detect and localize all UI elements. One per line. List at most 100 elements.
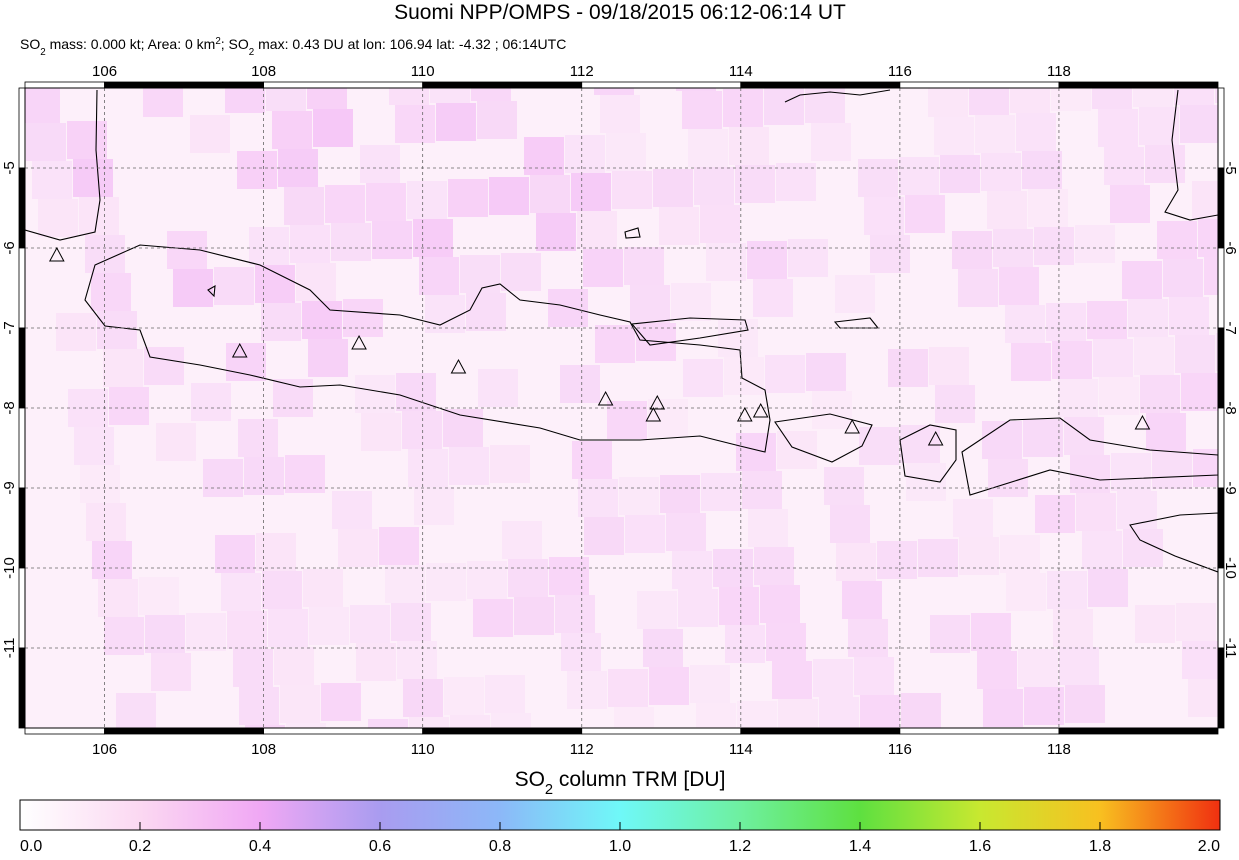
colorbar-tick-label: 0.8 xyxy=(489,838,511,855)
so2-tile xyxy=(595,325,635,363)
so2-tile xyxy=(1122,261,1162,299)
so2-tile xyxy=(836,543,876,581)
so2-tile xyxy=(788,239,828,277)
coastline xyxy=(774,413,873,463)
so2-tile xyxy=(805,88,845,123)
so2-tile xyxy=(477,101,517,139)
so2-tile xyxy=(249,227,289,265)
so2-tile xyxy=(425,295,465,333)
frame-bar xyxy=(18,647,26,729)
so2-tile xyxy=(56,313,96,351)
so2-tile xyxy=(226,343,266,381)
so2-tile xyxy=(489,177,529,215)
so2-tile xyxy=(85,235,125,273)
so2-tile xyxy=(571,173,611,211)
frame-bar xyxy=(740,727,901,735)
so2-tile xyxy=(80,465,120,503)
so2-tile xyxy=(473,599,513,637)
so2-tile xyxy=(402,411,442,449)
so2-tile xyxy=(700,205,740,243)
so2-tile xyxy=(191,383,231,421)
so2-tile xyxy=(735,165,775,203)
so2-tile xyxy=(502,521,542,559)
y-tick-label: -9 xyxy=(1222,481,1239,494)
x-tick-label: 118 xyxy=(1047,741,1071,758)
colorbar-tick-label: 1.0 xyxy=(609,838,631,855)
so2-tile xyxy=(290,225,330,263)
y-tick-label: -9 xyxy=(1,481,18,494)
so2-tile xyxy=(1052,341,1092,379)
so2-tile xyxy=(987,191,1027,229)
volcano-marker xyxy=(927,430,944,446)
so2-tile xyxy=(799,47,839,85)
so2-tile xyxy=(671,283,711,321)
so2-tile xyxy=(1047,571,1087,609)
so2-tile xyxy=(426,563,466,601)
subscript: 2 xyxy=(545,782,553,798)
colorbar-tick-label: 0.4 xyxy=(249,838,271,855)
so2-tile xyxy=(397,641,437,679)
so2-tile xyxy=(368,719,408,728)
so2-tile xyxy=(1028,189,1068,227)
y-tick-label: -5 xyxy=(1,161,18,174)
so2-tile xyxy=(67,121,107,159)
colorbar-tick-label: 1.2 xyxy=(729,838,751,855)
x-tick-label: 114 xyxy=(729,741,753,758)
frame-bar xyxy=(18,247,26,329)
map-border xyxy=(24,87,1219,729)
volcano-marker xyxy=(736,406,753,422)
so2-tile xyxy=(548,289,588,327)
so2-tile xyxy=(1088,569,1128,607)
so2-tile xyxy=(594,88,634,95)
so2-tile xyxy=(1133,88,1173,107)
so2-tile xyxy=(1006,573,1046,611)
so2-tiles xyxy=(25,47,1218,728)
so2-tile xyxy=(723,89,763,127)
y-tick-label: -8 xyxy=(1,401,18,414)
frame-bar xyxy=(18,567,26,649)
x-tick-label: 108 xyxy=(251,741,276,758)
so2-tile xyxy=(1092,88,1132,109)
so2-tile xyxy=(356,643,396,681)
so2-tile xyxy=(1139,107,1179,145)
so2-tile xyxy=(672,551,712,589)
colorbar-tick-label: 1.6 xyxy=(969,838,991,855)
so2-tile xyxy=(491,713,531,728)
so2-tile xyxy=(273,379,313,417)
so2-tile xyxy=(1051,88,1091,111)
so2-tile xyxy=(848,619,888,657)
so2-tile xyxy=(73,159,113,197)
so2-tile xyxy=(448,179,488,217)
text-part: SO xyxy=(20,36,40,52)
frame-bar xyxy=(1058,727,1219,735)
so2-tile xyxy=(772,661,812,699)
so2-tile xyxy=(444,677,484,715)
so2-tile xyxy=(272,111,312,149)
so2-tile xyxy=(1182,641,1218,679)
frame-bar xyxy=(18,167,26,249)
so2-tile xyxy=(385,565,425,603)
so2-tile xyxy=(952,231,992,269)
so2-tile xyxy=(1192,181,1218,219)
so2-tile xyxy=(86,503,126,541)
so2-tile xyxy=(1093,339,1133,377)
so2-tile xyxy=(928,88,968,117)
so2-tile xyxy=(490,445,530,483)
so2-tile xyxy=(637,591,677,629)
so2-tile xyxy=(1065,685,1105,723)
so2-tile xyxy=(835,275,875,313)
colorbar-ticks: 0.0 0.2 0.4 0.6 0.8 1.0 1.2 1.4 1.6 1.8 2.0 xyxy=(19,822,1221,855)
coastline xyxy=(630,317,749,346)
so2-tile xyxy=(26,123,66,161)
volcano-marker xyxy=(48,246,65,262)
x-tick-label: 114 xyxy=(729,63,753,80)
so2-tile xyxy=(414,487,454,525)
so2-tile xyxy=(1023,419,1063,457)
frame-bar xyxy=(24,727,105,735)
so2-tile xyxy=(706,243,746,281)
so2-tile xyxy=(660,475,700,513)
so2-tile xyxy=(360,145,400,183)
so2-tile xyxy=(1018,649,1058,687)
so2-tile xyxy=(560,365,600,403)
frame-bar xyxy=(1217,567,1225,649)
